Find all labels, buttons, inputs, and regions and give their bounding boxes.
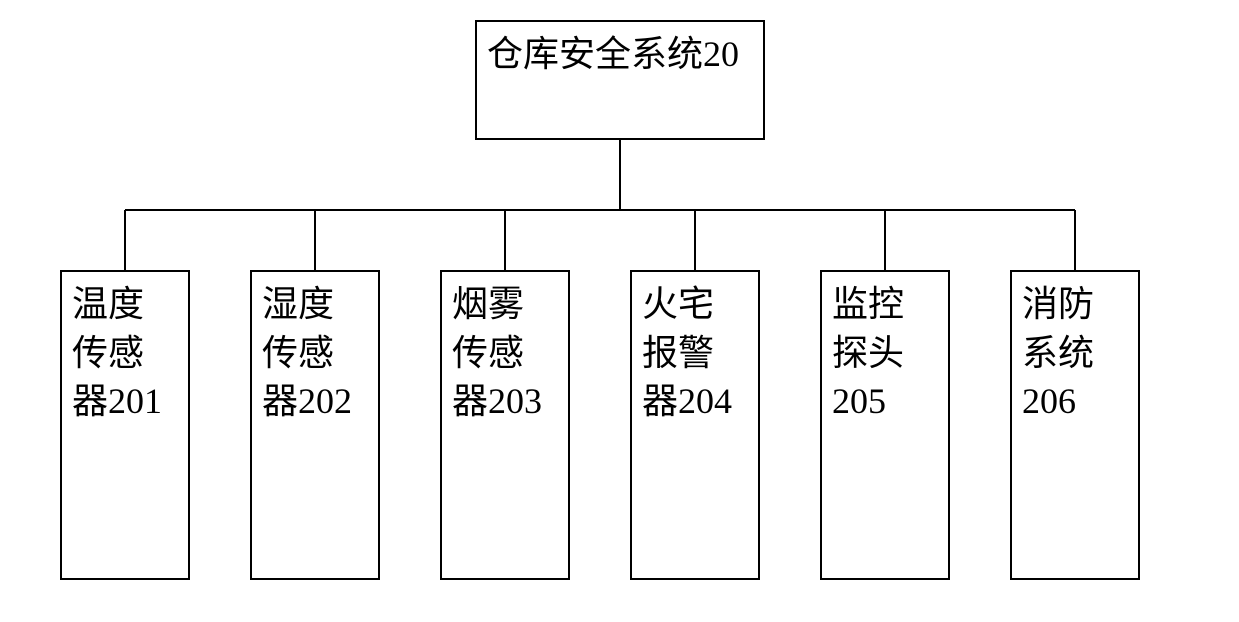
child-node-label: 火宅报警器204 xyxy=(642,284,732,421)
root-node-label: 仓库安全系统20 xyxy=(487,34,739,74)
child-node: 火宅报警器204 xyxy=(630,270,760,580)
child-node: 烟雾传感器203 xyxy=(440,270,570,580)
root-node: 仓库安全系统20 xyxy=(475,20,765,140)
child-node-label: 监控探头205 xyxy=(832,284,904,421)
child-node-label: 消防系统206 xyxy=(1022,284,1094,421)
child-node: 湿度传感器202 xyxy=(250,270,380,580)
child-node-label: 烟雾传感器203 xyxy=(452,284,542,421)
child-node: 消防系统206 xyxy=(1010,270,1140,580)
diagram-canvas: 仓库安全系统20 温度传感器201 湿度传感器202 烟雾传感器203 火宅报警… xyxy=(0,0,1239,622)
child-node-label: 湿度传感器202 xyxy=(262,284,352,421)
child-node: 监控探头205 xyxy=(820,270,950,580)
child-node-label: 温度传感器201 xyxy=(72,284,162,421)
child-node: 温度传感器201 xyxy=(60,270,190,580)
